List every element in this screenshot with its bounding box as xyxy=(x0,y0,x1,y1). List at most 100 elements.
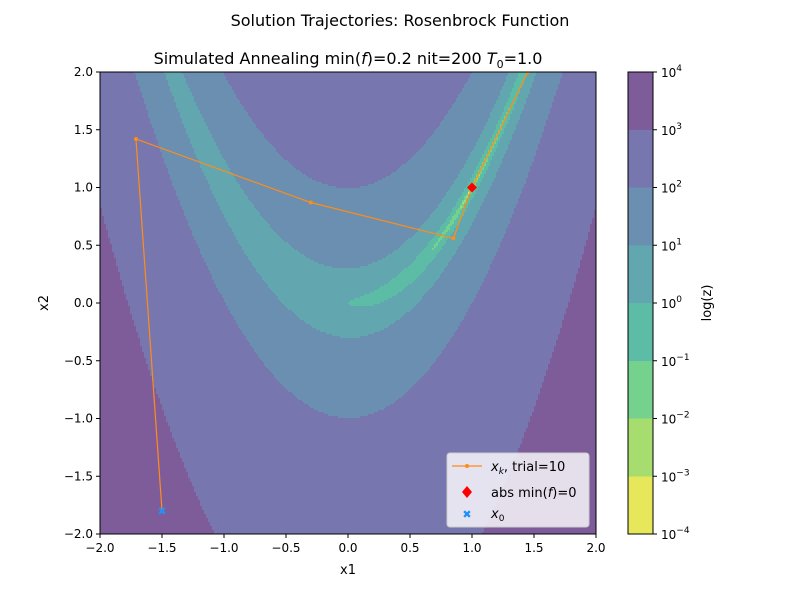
contour-cell xyxy=(184,464,512,466)
contour-cell xyxy=(546,370,596,372)
contour-cell xyxy=(212,192,244,194)
contour-cell xyxy=(572,288,596,290)
contour-cell xyxy=(446,240,462,242)
contour-cell xyxy=(540,142,596,144)
contour-cell xyxy=(398,292,426,294)
contour-cell xyxy=(160,150,194,152)
contour-cell xyxy=(458,246,500,248)
contour-cell xyxy=(440,236,444,238)
contour-cell xyxy=(318,410,378,412)
contour-cell xyxy=(188,86,232,88)
contour-cell xyxy=(194,238,236,240)
contour-cell xyxy=(450,212,456,214)
contour-cell xyxy=(478,178,482,180)
contour-cell xyxy=(426,372,546,374)
contour-cell xyxy=(448,342,556,344)
contour-cell xyxy=(294,394,404,396)
contour-cell xyxy=(340,336,360,338)
contour-cell xyxy=(100,528,212,530)
contour-cell xyxy=(148,114,180,116)
contour-cell xyxy=(236,178,312,180)
contour-cell xyxy=(594,216,596,218)
contour-cell xyxy=(444,348,554,350)
contour-cell xyxy=(574,286,596,288)
contour-cell xyxy=(574,284,596,286)
contour-cell xyxy=(108,232,192,234)
contour-cell xyxy=(452,336,558,338)
contour-cell xyxy=(466,202,470,204)
contour-cell xyxy=(168,422,528,424)
contour-cell xyxy=(100,454,180,456)
contour-cell xyxy=(236,322,306,324)
contour-cell xyxy=(558,336,596,338)
contour-cell xyxy=(436,256,452,258)
contour-cell xyxy=(188,476,508,478)
contour-cell xyxy=(282,156,412,158)
contour-cell xyxy=(266,366,430,368)
contour-cell xyxy=(450,220,454,222)
contour-cell xyxy=(258,128,436,130)
contour-cell xyxy=(470,306,568,308)
contour-cell xyxy=(492,262,580,264)
contour-cell xyxy=(228,308,288,310)
contour-cell xyxy=(586,240,596,242)
contour-cell xyxy=(200,110,246,112)
contour-cell xyxy=(100,148,160,150)
contour-cell xyxy=(458,176,472,178)
contour-cell xyxy=(156,392,292,394)
contour-cell xyxy=(170,174,204,176)
contour-cell xyxy=(116,264,206,266)
contour-cell xyxy=(160,402,304,404)
contour-cell xyxy=(478,140,490,142)
contour-cell xyxy=(100,320,134,322)
contour-cell xyxy=(504,82,514,84)
contour-cell xyxy=(302,400,396,402)
contour-cell xyxy=(506,150,536,152)
contour-cell xyxy=(100,372,150,374)
contour-cell xyxy=(288,242,404,244)
contour-cell xyxy=(100,112,148,114)
contour-cell xyxy=(214,140,268,142)
contour-cell xyxy=(198,158,224,160)
contour-cell xyxy=(100,462,184,464)
contour-cell xyxy=(166,416,338,418)
contour-cell xyxy=(100,196,178,198)
contour-cell xyxy=(490,114,502,116)
contour-cell xyxy=(172,432,524,434)
contour-cell xyxy=(460,170,474,172)
contour-cell xyxy=(150,370,270,372)
contour-cell xyxy=(100,164,166,166)
contour-cell xyxy=(530,170,596,172)
contour-cell xyxy=(476,296,570,298)
contour-cell xyxy=(270,370,428,372)
contour-cell xyxy=(180,112,200,114)
contour-cell xyxy=(488,142,492,144)
contour-cell xyxy=(420,300,474,302)
contour-cell xyxy=(100,530,214,532)
contour-cell xyxy=(200,252,244,254)
contour-cell xyxy=(196,240,238,242)
contour-cell xyxy=(290,162,406,164)
contour-cell xyxy=(476,190,488,192)
contour-cell xyxy=(486,274,576,276)
contour-cell xyxy=(100,398,160,400)
contour-field xyxy=(100,72,596,534)
contour-cell xyxy=(508,144,538,146)
contour-cell xyxy=(100,302,128,304)
contour-cell xyxy=(204,512,492,514)
contour-cell xyxy=(252,120,442,122)
contour-cell xyxy=(536,150,596,152)
contour-cell xyxy=(370,292,398,294)
contour-cell xyxy=(500,164,532,166)
contour-cell xyxy=(492,136,496,138)
contour-cell xyxy=(350,304,374,306)
contour-cell xyxy=(488,166,500,168)
contour-cell xyxy=(438,230,444,232)
contour-cell xyxy=(112,246,198,248)
contour-cell xyxy=(314,260,378,262)
contour-cell xyxy=(446,192,462,194)
contour-cell xyxy=(402,270,424,272)
contour-cell xyxy=(532,164,596,166)
contour-cell xyxy=(100,220,104,222)
contour-cell xyxy=(372,262,412,264)
